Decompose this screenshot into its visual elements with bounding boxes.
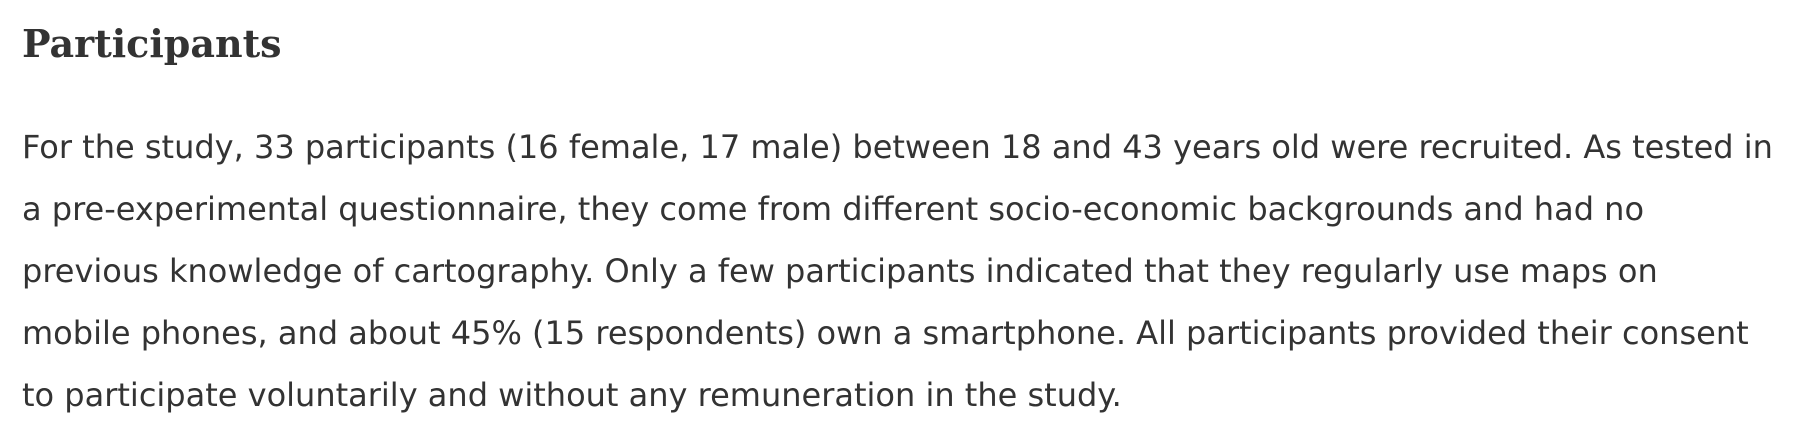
paragraph-line-5: to participate voluntarily and without a… xyxy=(22,376,1122,414)
paragraph-line-3: previous knowledge of cartography. Only … xyxy=(22,252,1658,290)
paragraph-line-4: mobile phones, and about 45% (15 respond… xyxy=(22,314,1749,352)
paragraph-line-2: a pre-experimental questionnaire, they c… xyxy=(22,190,1645,228)
paragraph-line-1: For the study, 33 participants (16 femal… xyxy=(22,128,1773,166)
section-paragraph: For the study, 33 participants (16 femal… xyxy=(22,116,1797,426)
section-heading: Participants xyxy=(22,21,282,66)
